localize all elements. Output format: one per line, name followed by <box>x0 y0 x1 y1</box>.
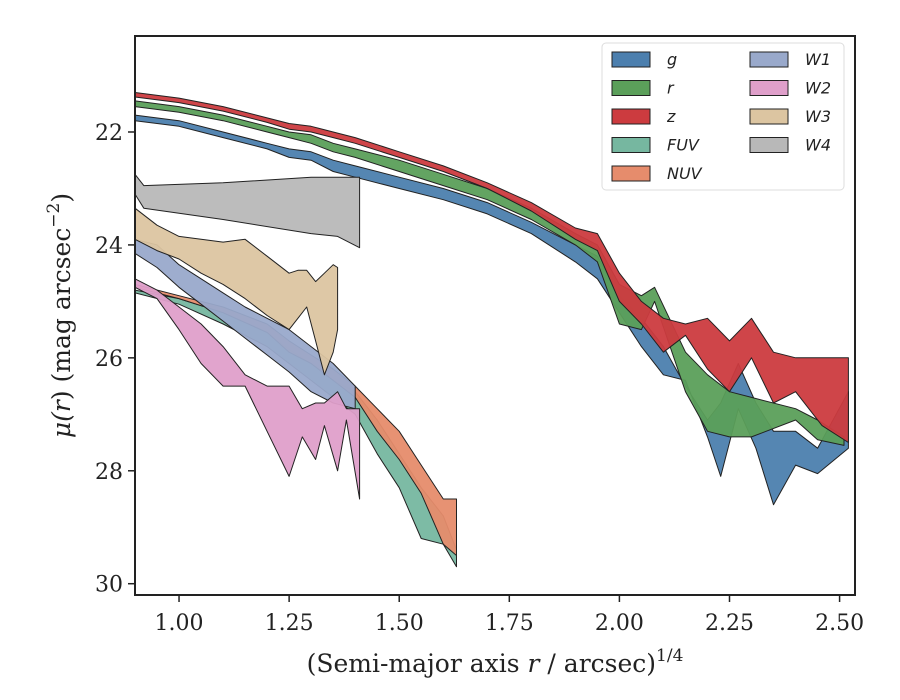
x-axis-label: (Semi-major axis r / arcsec)1/4 <box>307 646 684 678</box>
legend-swatch-w3 <box>749 108 789 125</box>
area-w3 <box>135 207 339 376</box>
legend-label-r: r <box>667 79 675 98</box>
y-tick-label: 24 <box>95 234 123 259</box>
legend-swatch-w4 <box>749 137 789 153</box>
y-tick-label: 28 <box>95 460 123 485</box>
legend-swatch-w1 <box>749 51 789 68</box>
legend-swatch-g <box>611 51 651 68</box>
plot-frame <box>134 35 856 596</box>
legend-label-fuv: FUV <box>667 136 700 155</box>
legend-label-w4: W4 <box>805 136 831 155</box>
legend-label-nuv: NUV <box>667 164 703 183</box>
x-tick-label: 1.25 <box>265 611 314 636</box>
legend-label-w2: W2 <box>805 79 831 98</box>
chart-series-areas <box>135 92 849 568</box>
x-tick-label: 2.00 <box>595 611 644 636</box>
x-tick-label: 1.75 <box>485 611 534 636</box>
legend-swatch-r <box>611 80 651 96</box>
legend-label-z: z <box>666 107 676 126</box>
legend-swatch-w2 <box>749 80 789 96</box>
area-w2 <box>135 278 361 500</box>
y-tick-label: 30 <box>95 573 123 598</box>
legend-swatch-fuv <box>611 137 651 153</box>
x-tick-label: 2.25 <box>705 611 754 636</box>
legend-swatch-nuv <box>611 165 651 182</box>
legend-label-w1: W1 <box>805 50 831 69</box>
legend-label-g: g <box>667 50 677 69</box>
legend-swatch-z <box>611 108 651 125</box>
x-tick-label: 1.00 <box>155 611 204 636</box>
x-tick-label: 1.50 <box>375 611 424 636</box>
legend-label-w3: W3 <box>805 107 831 126</box>
area-g <box>135 114 849 506</box>
area-z <box>135 92 849 443</box>
area-r <box>135 100 845 446</box>
legend-box <box>601 42 845 191</box>
y-tick-label: 22 <box>95 121 123 146</box>
y-axis-label: μ(r) (mag arcsec−2) <box>44 193 76 438</box>
legend: grz FUV NUV W1 W2 W3 W4 <box>601 42 845 191</box>
area-w4 <box>135 173 361 249</box>
x-tick-label: 2.50 <box>815 611 864 636</box>
y-tick-label: 26 <box>95 347 123 372</box>
axis-ticks: 1.00 1.25 1.50 1.75 2.00 2.25 2.50 22 24 26 28 30 <box>95 121 864 636</box>
